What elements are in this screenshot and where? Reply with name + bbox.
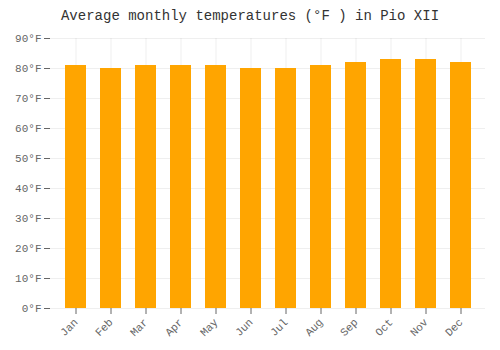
svg-text:70°F: 70°F (15, 93, 41, 105)
svg-text:40°F: 40°F (15, 183, 41, 195)
svg-text:Jun: Jun (233, 316, 255, 338)
svg-text:90°F: 90°F (15, 33, 41, 45)
svg-text:Feb: Feb (93, 316, 115, 338)
svg-text:20°F: 20°F (15, 243, 41, 255)
svg-text:Dec: Dec (443, 316, 465, 338)
svg-text:Nov: Nov (408, 316, 431, 339)
svg-text:80°F: 80°F (15, 63, 41, 75)
svg-text:Aug: Aug (303, 316, 325, 338)
svg-text:Jan: Jan (58, 316, 80, 338)
svg-text:Oct: Oct (373, 316, 395, 338)
svg-text:60°F: 60°F (15, 123, 41, 135)
svg-text:0°F: 0°F (22, 303, 42, 315)
svg-text:50°F: 50°F (15, 153, 41, 165)
svg-text:Sep: Sep (338, 316, 360, 338)
html-text:Average monthly temperatures (: Average monthly temperatures (°F ) in Pi… (61, 8, 439, 24)
svg-text:Jul: Jul (268, 316, 290, 338)
svg-text:May: May (198, 316, 221, 339)
svg-text:Mar: Mar (128, 316, 150, 338)
svg-text:30°F: 30°F (15, 213, 41, 225)
svg-text:10°F: 10°F (15, 273, 41, 285)
svg-text:Apr: Apr (163, 316, 185, 338)
